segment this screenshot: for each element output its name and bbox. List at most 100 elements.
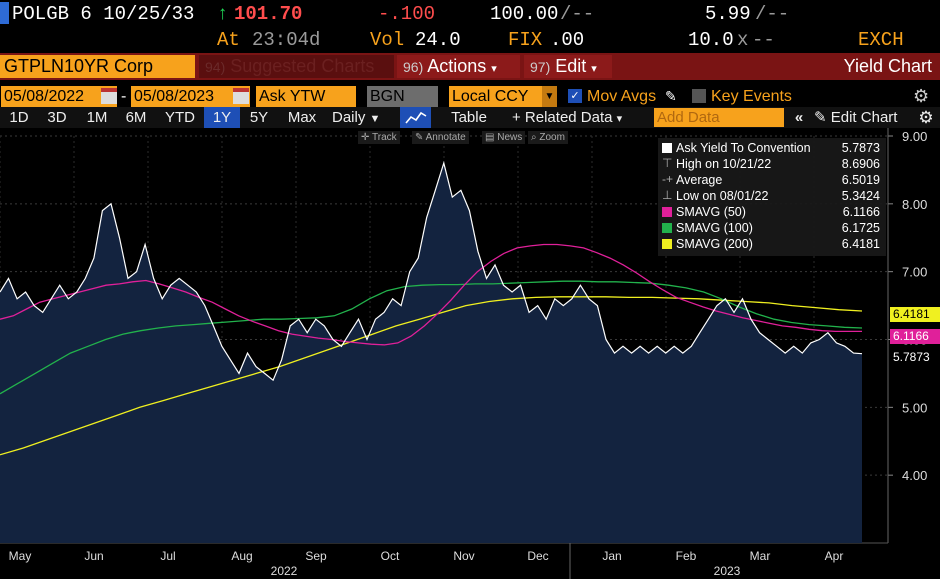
calendar-icon[interactable] xyxy=(233,88,249,104)
period-toolbar: 1D 3D 1M 6M YTD 1Y 5Y Max Daily ▼ Table … xyxy=(0,107,940,128)
suggested-label: Suggested Charts xyxy=(230,56,375,76)
period-3d[interactable]: 3D xyxy=(47,109,67,126)
source-selector[interactable]: BGN xyxy=(367,86,438,107)
calendar-icon[interactable] xyxy=(101,88,117,104)
value-tag-smavg200: 6.4181 xyxy=(890,307,940,322)
key-events-checkbox[interactable] xyxy=(692,89,706,103)
y-tick-label: 7.00 xyxy=(902,265,927,280)
high-marker-icon: ⊤ xyxy=(662,156,673,170)
period-6m[interactable]: 6M xyxy=(125,109,147,126)
x-tick-label: Jul xyxy=(160,549,175,563)
legend-swatch xyxy=(662,143,672,153)
pencil-icon: ✎ xyxy=(814,109,827,126)
track-tool[interactable]: ✛ Track xyxy=(358,131,400,144)
edit-num: 97) xyxy=(530,59,551,75)
y-tick-label: 9.00 xyxy=(902,129,927,144)
currency-selector[interactable]: Local CCY xyxy=(449,86,557,107)
zoom-tool[interactable]: ⌕ Zoom xyxy=(528,131,568,144)
gear-icon[interactable]: ⚙ xyxy=(913,86,930,106)
y-tick-label: 5.00 xyxy=(902,400,927,415)
ticker-marker xyxy=(0,2,9,24)
bid-price: 100.00 xyxy=(490,3,559,25)
add-data-input[interactable]: Add Data xyxy=(654,108,784,127)
period-max[interactable]: Max xyxy=(287,109,317,126)
vol-label: Vol xyxy=(370,29,405,51)
legend-row[interactable]: SMAVG (100) 6.1725 xyxy=(662,220,884,236)
function-bar: GTPLN10YR Corp 94) Suggested Charts 96) … xyxy=(0,53,940,80)
edit-chart-label: Edit Chart xyxy=(830,109,898,126)
x-tick-label: Dec xyxy=(527,549,548,563)
x-tick-label: Jun xyxy=(84,549,103,563)
dropdown-arrow-icon[interactable]: ▼ xyxy=(542,86,557,107)
legend-value: 8.6906 xyxy=(841,157,880,171)
size-x: x xyxy=(737,29,749,51)
value-tag-last: 5.7873 xyxy=(890,350,940,365)
edit-chart-button[interactable]: ✎ Edit Chart xyxy=(814,107,912,128)
yield-line xyxy=(0,160,863,382)
crosshair-icon: ✛ xyxy=(361,132,370,143)
collapse-icon[interactable]: « xyxy=(794,109,804,126)
pencil-icon: ✎ xyxy=(415,132,424,143)
legend-name: SMAVG (100) xyxy=(676,221,753,235)
up-arrow-icon: ↑ xyxy=(217,3,229,25)
low-marker-icon: ⊥ xyxy=(662,188,673,202)
track-label: Track xyxy=(372,132,397,143)
frequency-selector[interactable]: Daily ▼ xyxy=(328,107,394,128)
exchange: EXCH xyxy=(858,29,904,51)
x-tick-label: May xyxy=(9,549,32,563)
legend-value: 5.7873 xyxy=(841,141,880,155)
period-1m[interactable]: 1M xyxy=(86,109,108,126)
edit-menu[interactable]: 97) Edit ▾ xyxy=(524,55,612,78)
legend-name: Average xyxy=(676,173,723,187)
period-1y[interactable]: 1Y xyxy=(204,107,240,128)
table-button[interactable]: Table xyxy=(451,109,487,126)
options-row: 05/08/2022 - 05/08/2023 Ask YTW BGN Loca… xyxy=(0,86,940,108)
legend-row[interactable]: SMAVG (200) 6.4181 xyxy=(662,236,884,252)
start-date-field[interactable]: 05/08/2022 xyxy=(1,86,117,107)
legend-name: Low on 08/01/22 xyxy=(676,189,769,203)
legend-value: 5.3424 xyxy=(841,189,880,203)
legend-value: 6.5019 xyxy=(841,173,880,187)
related-data-menu[interactable]: + Related Data ▾ xyxy=(504,107,640,128)
legend-value: 6.1166 xyxy=(842,205,880,219)
zoom-label: Zoom xyxy=(539,132,565,143)
legend-row[interactable]: SMAVG (50) 6.1166 xyxy=(662,204,884,220)
quote-header: POLGB 6 10/25/33 ↑ 101.70 -.100 100.00 /… xyxy=(0,0,940,52)
field-selector[interactable]: Ask YTW xyxy=(256,86,356,107)
actions-label: Actions xyxy=(427,56,487,76)
x-tick-label: Feb xyxy=(676,549,697,563)
smavg-100-line xyxy=(0,280,863,395)
fix-label: FIX xyxy=(508,29,543,51)
news-icon: ▤ xyxy=(485,132,495,143)
actions-menu[interactable]: 96) Actions ▾ xyxy=(397,55,520,78)
annotate-tool[interactable]: ✎ Annotate xyxy=(412,131,469,144)
key-events-label: Key Events xyxy=(711,88,792,105)
period-ytd[interactable]: YTD xyxy=(165,109,195,126)
dropdown-arrow-icon: ▾ xyxy=(591,63,597,75)
mov-avgs-checkbox[interactable]: ✓ xyxy=(568,89,582,103)
size-sep: -- xyxy=(752,29,775,51)
news-tool[interactable]: ▤ News xyxy=(482,131,526,144)
end-date-field[interactable]: 05/08/2023 xyxy=(131,86,250,107)
x-tick-label: Nov xyxy=(453,549,474,563)
yield-area xyxy=(0,163,862,543)
legend-row: -+ Average 6.5019 xyxy=(662,172,884,188)
legend-row[interactable]: Ask Yield To Convention 5.7873 xyxy=(662,140,884,156)
pencil-icon[interactable]: ✎ xyxy=(665,88,677,104)
legend-name: Ask Yield To Convention xyxy=(676,141,811,155)
legend-swatch xyxy=(662,223,672,233)
x-tick-label: Oct xyxy=(381,549,400,563)
ticker[interactable]: POLGB 6 10/25/33 xyxy=(12,3,195,25)
gear-icon[interactable]: ⚙ xyxy=(918,108,934,127)
y-tick-label: 8.00 xyxy=(902,197,927,212)
security-field[interactable]: GTPLN10YR Corp xyxy=(0,55,195,78)
volume: 24.0 xyxy=(415,29,461,51)
yield-sep: /-- xyxy=(755,3,790,25)
period-1d[interactable]: 1D xyxy=(9,109,29,126)
suggested-num: 94) xyxy=(205,59,226,75)
related-data-label: + Related Data xyxy=(512,109,613,126)
period-5y[interactable]: 5Y xyxy=(249,109,269,126)
smavg-50-line xyxy=(0,243,862,346)
line-chart-icon[interactable] xyxy=(400,107,431,128)
yield-value: 5.99 xyxy=(705,3,751,25)
